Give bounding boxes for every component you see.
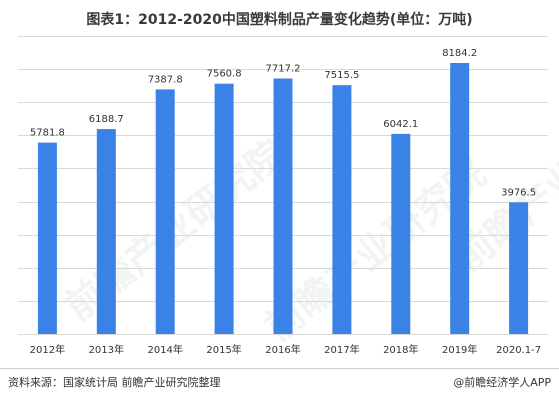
x-tick-label-7: 2019年 (442, 343, 477, 356)
bar-7 (450, 63, 470, 334)
bars (37, 63, 529, 335)
x-tick-label-4: 2016年 (265, 343, 300, 356)
x-tick-label-0: 2012年 (30, 343, 65, 356)
bar-8 (509, 202, 529, 334)
brand-credit: @前瞻经济学人APP (453, 376, 551, 389)
data-label-2: 7387.8 (148, 74, 183, 85)
x-tick-labels: 2012年 2013年 2014年 2015年 2016年 2017年 2018年 2019年… (30, 343, 541, 356)
source-note: 资料来源：国家统计局 前瞻产业研究院整理 (8, 376, 221, 389)
bar-1 (96, 129, 116, 334)
data-label-7: 8184.2 (442, 48, 477, 59)
data-label-6: 6042.1 (383, 119, 418, 130)
bar-0 (37, 142, 57, 334)
x-tick-label-2: 2014年 (147, 343, 182, 356)
bar-5 (332, 85, 352, 334)
data-label-3: 7560.8 (207, 69, 242, 80)
data-labels: 5781.8 6188.7 7387.8 7560.8 7717.2 7515.5 6042… (30, 48, 536, 198)
x-tick-label-3: 2015年 (206, 343, 241, 356)
bar-2 (155, 89, 175, 335)
footer-divider (0, 368, 559, 369)
chart-title: 图表1：2012-2020中国塑料制品产量变化趋势(单位：万吨) (86, 12, 473, 28)
bar-6 (391, 133, 411, 334)
data-label-4: 7717.2 (266, 64, 301, 75)
x-tick-label-5: 2017年 (324, 343, 359, 356)
x-tick-label-1: 2013年 (89, 343, 124, 356)
bar-4 (273, 78, 293, 334)
x-tick-label-8: 2020.1-7 (496, 345, 541, 356)
data-label-1: 6188.7 (89, 114, 124, 125)
x-tick-label-6: 2018年 (383, 343, 418, 356)
bar-3 (214, 83, 234, 334)
data-label-8: 3976.5 (501, 187, 536, 198)
data-label-5: 7515.5 (324, 70, 359, 81)
data-label-0: 5781.8 (30, 128, 65, 139)
